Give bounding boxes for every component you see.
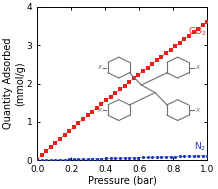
Point (63, 158, 66, 161)
Point (44, 159, 48, 162)
Text: N$_2$: N$_2$ (194, 141, 206, 153)
Point (72, 125, 76, 128)
Point (187, 155, 191, 158)
Point (49, 158, 53, 161)
Point (136, 156, 140, 159)
Y-axis label: Quantity Adsorbed
(mmol/g): Quantity Adsorbed (mmol/g) (3, 38, 25, 129)
Point (192, 155, 195, 158)
Point (114, 91, 117, 94)
Text: CO$_2$: CO$_2$ (188, 26, 206, 38)
Point (173, 155, 177, 158)
Point (118, 157, 122, 160)
Point (160, 156, 163, 159)
Point (146, 66, 149, 69)
Text: X: X (97, 65, 102, 70)
Point (196, 154, 200, 157)
Point (132, 156, 135, 159)
Point (63, 133, 66, 136)
Point (127, 156, 131, 159)
Point (178, 41, 181, 44)
Point (127, 81, 131, 84)
Point (136, 73, 140, 76)
Point (187, 34, 191, 37)
Point (146, 156, 149, 159)
Point (141, 70, 145, 73)
Point (160, 55, 163, 58)
Point (173, 45, 177, 48)
Point (104, 157, 108, 160)
Point (44, 149, 48, 153)
Point (206, 20, 209, 23)
Point (68, 129, 71, 132)
Point (35, 159, 39, 162)
Point (86, 157, 89, 160)
Point (35, 159, 39, 162)
Point (155, 156, 158, 159)
Text: X: X (195, 65, 199, 70)
Point (81, 118, 85, 121)
Point (150, 156, 154, 159)
Point (201, 154, 204, 157)
Point (86, 114, 89, 117)
Point (95, 106, 99, 109)
Point (196, 27, 200, 30)
Point (141, 156, 145, 159)
Point (118, 88, 122, 91)
Point (40, 154, 43, 157)
Point (77, 158, 80, 161)
Point (90, 110, 94, 113)
Point (95, 157, 99, 160)
Point (183, 38, 186, 41)
Point (123, 84, 126, 87)
Point (155, 59, 158, 62)
Point (183, 155, 186, 158)
Point (100, 157, 103, 160)
Point (49, 145, 53, 148)
Point (81, 158, 85, 161)
X-axis label: Pressure (bar): Pressure (bar) (88, 176, 157, 186)
Point (54, 141, 57, 144)
Point (169, 155, 172, 158)
Point (164, 155, 168, 158)
Point (123, 156, 126, 160)
Point (201, 23, 204, 26)
Point (132, 77, 135, 80)
Point (68, 158, 71, 161)
Point (90, 157, 94, 160)
Point (77, 122, 80, 125)
Point (109, 157, 112, 160)
Point (54, 158, 57, 161)
Point (169, 48, 172, 51)
Point (150, 62, 154, 65)
Text: X: X (195, 108, 199, 113)
Point (104, 99, 108, 102)
Point (114, 157, 117, 160)
Point (40, 159, 43, 162)
Point (100, 103, 103, 106)
Point (206, 154, 209, 157)
Point (192, 30, 195, 33)
Point (164, 52, 168, 55)
Point (109, 95, 112, 98)
Text: X: X (97, 108, 102, 113)
Point (58, 158, 62, 161)
Point (58, 137, 62, 140)
Point (178, 155, 181, 158)
Point (72, 158, 76, 161)
